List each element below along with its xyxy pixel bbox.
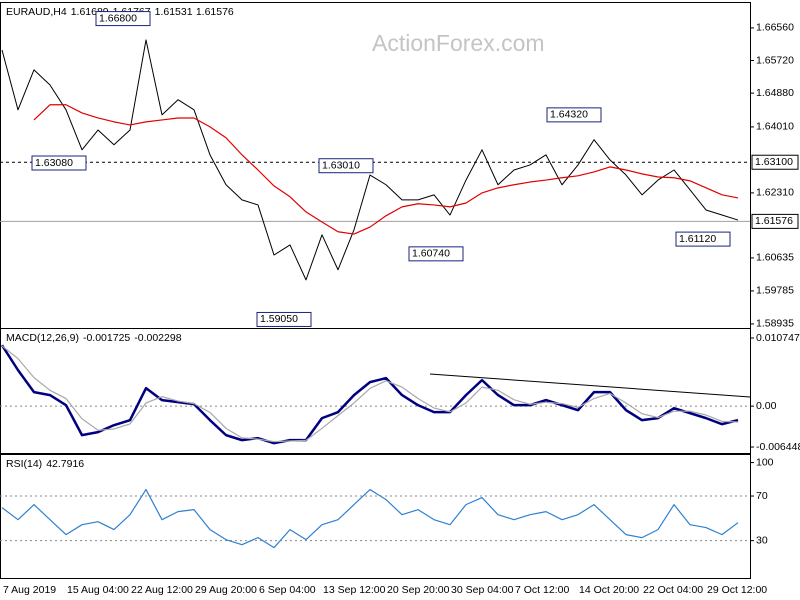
y-tick-label: 1.64880	[756, 87, 794, 99]
symbol: RSI(14)	[6, 458, 42, 470]
y-tick-label: 70	[756, 490, 768, 502]
header-value: 42.7916	[46, 458, 84, 470]
series-line	[33, 104, 739, 235]
x-tick-label: 14 Oct 20:00	[579, 584, 639, 596]
x-tick-label: 13 Sep 12:00	[323, 584, 386, 596]
annotation-label: 1.59050	[260, 313, 298, 325]
last-price-label: 1.61576	[755, 215, 793, 227]
y-tick-label: 100	[756, 456, 774, 468]
x-tick-label: 30 Sep 04:00	[451, 584, 514, 596]
level-label: 1.63100	[755, 156, 793, 168]
panel-frame	[0, 454, 751, 579]
annotation-label: 1.60740	[412, 248, 450, 260]
y-tick-label: 1.62310	[756, 187, 794, 199]
annotation-label: 1.61120	[679, 233, 716, 245]
annotation-box	[408, 246, 464, 262]
annotation-box	[256, 311, 312, 327]
y-tick-label: 1.58935	[756, 318, 794, 330]
annotation-box	[31, 155, 87, 171]
x-tick-label: 22 Aug 12:00	[131, 584, 193, 596]
last-price-box	[751, 213, 799, 229]
annotation-label: 1.64320	[550, 109, 588, 121]
y-tick-label: 1.65720	[756, 54, 794, 66]
y-tick-label: 0.010747	[756, 332, 800, 344]
x-tick-label: 29 Oct 12:00	[707, 584, 767, 596]
x-tick-label: 7 Oct 12:00	[515, 584, 569, 596]
watermark: ActionForex.com	[372, 30, 545, 56]
panel-header: MACD(12,26,9) -0.001725 -0.002298	[6, 332, 182, 344]
x-tick-label: 20 Sep 20:00	[387, 584, 450, 596]
y-tick-label: -0.006448	[756, 441, 800, 453]
annotation-label: 1.63080	[35, 157, 73, 169]
annotation-box	[318, 158, 374, 174]
header-value: -0.001725	[83, 332, 130, 344]
header-value: -0.002298	[134, 332, 181, 344]
series-line	[0, 344, 739, 445]
series-line	[1, 488, 739, 549]
header-value: 1.61576	[196, 6, 234, 18]
y-tick-label: 1.64010	[756, 121, 794, 133]
symbol: EURAUD,H4	[6, 6, 67, 18]
x-tick-label: 22 Oct 04:00	[643, 584, 703, 596]
header-value: 1.61531	[155, 6, 193, 18]
y-tick-label: 0.00	[756, 400, 777, 412]
y-tick-label: 30	[756, 534, 768, 546]
symbol: MACD(12,26,9)	[6, 332, 79, 344]
x-tick-label: 7 Aug 2019	[3, 584, 56, 596]
x-tick-label: 29 Aug 20:00	[195, 584, 257, 596]
y-tick-label: 1.60635	[756, 252, 794, 264]
annotation-box	[675, 231, 731, 247]
panel-frame	[0, 328, 751, 454]
level-box	[751, 154, 799, 170]
annotation-box	[546, 107, 602, 123]
series-line	[1, 39, 739, 281]
y-tick-label: 1.59785	[756, 285, 794, 297]
y-tick-label: 1.66560	[756, 22, 794, 34]
annotation-box	[95, 11, 151, 27]
x-tick-label: 6 Sep 04:00	[259, 584, 316, 596]
series-line	[1, 345, 739, 443]
x-tick-label: 15 Aug 04:00	[67, 584, 129, 596]
annotation-label: 1.63010	[322, 160, 360, 172]
trend-line	[429, 373, 751, 398]
panel-header: RSI(14) 42.7916	[6, 458, 84, 470]
annotation-label: 1.66800	[99, 12, 137, 24]
